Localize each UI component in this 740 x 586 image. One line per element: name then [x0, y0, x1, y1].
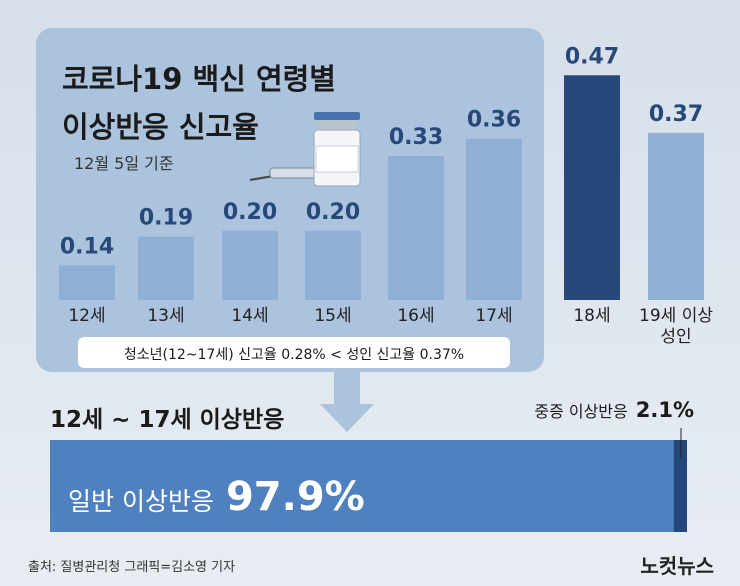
- legend-name: 일반 이상반응: [68, 487, 214, 516]
- bar-segment: [50, 440, 674, 532]
- bar: [466, 138, 522, 300]
- source: 출처: 질병관리청 그래픽=김소영 기자: [28, 560, 236, 575]
- value-label: 0.33: [389, 125, 443, 150]
- bar: [222, 230, 278, 300]
- x-tick-label: 17세: [475, 306, 513, 326]
- arrow: [320, 372, 374, 432]
- date-note: 12월 5일 기준: [74, 154, 174, 173]
- bar: [564, 75, 620, 301]
- x-tick-label: 14세: [231, 306, 269, 326]
- value-label: 0.14: [60, 234, 114, 259]
- hbar-title: 12세 ~ 17세 이상반응: [50, 407, 285, 433]
- x-tick-label: 16세: [397, 306, 435, 326]
- annotation: 청소년(12~17세) 신고율 0.28% < 성인 신고율 0.37%: [123, 347, 465, 363]
- vaccine-icon: [249, 112, 361, 187]
- x-tick-label: 15세: [314, 306, 352, 326]
- value-label: 0.20: [306, 200, 360, 225]
- segment-label: 일반 이상반응 97.9%: [68, 474, 365, 520]
- bar: [305, 230, 361, 300]
- value-label: 0.20: [223, 200, 277, 225]
- chart-title: 코로나19 백신 연령별: [62, 62, 336, 96]
- value-label: 97.9%: [225, 474, 365, 520]
- chart-subtitle: 이상반응 신고율: [62, 110, 259, 144]
- x-tick-label: 12세: [68, 306, 106, 326]
- logo: 노컷뉴스: [640, 554, 714, 578]
- value-label: 2.1%: [635, 398, 694, 422]
- x-tick-label: 13세: [147, 306, 185, 326]
- bar-segment: [673, 440, 687, 532]
- note-box: [78, 337, 510, 368]
- legend-name: 중증 이상반응: [534, 402, 628, 421]
- x-tick-label: 19세 이상성인: [639, 306, 713, 347]
- x-tick-label: 18세: [573, 306, 611, 326]
- value-label: 0.37: [649, 102, 703, 127]
- value-label: 0.47: [565, 44, 619, 69]
- bar: [648, 132, 704, 300]
- bar: [388, 155, 444, 300]
- bar: [59, 265, 115, 300]
- value-label: 0.19: [139, 206, 193, 231]
- segment-label: 중증 이상반응 2.1%: [534, 398, 694, 422]
- bar: [138, 236, 194, 300]
- value-label: 0.36: [467, 108, 521, 133]
